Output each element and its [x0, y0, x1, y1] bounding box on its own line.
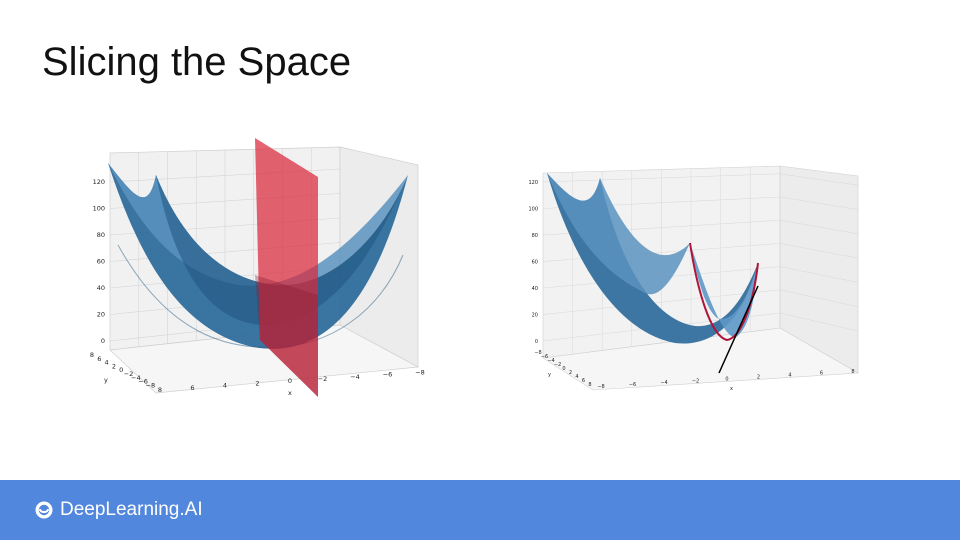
left-x-tick: 2 [255, 379, 259, 387]
right-y-tick: −8 [534, 350, 541, 356]
brand-name: DeepLearning.AI [60, 499, 203, 520]
right-x-tick: −8 [597, 384, 604, 390]
surface-plot-with-slice-curve: 0 20 40 60 80 100 120 −8 −6 −4 −2 0 2 4 6 8 −8 −6 −4 −2 0 2… [525, 158, 865, 398]
left-y-tick: 4 [105, 359, 109, 367]
right-x-tick: 0 [725, 376, 728, 382]
left-y-tick: −6 [138, 378, 148, 386]
left-z-tick: 40 [97, 284, 105, 292]
brand: DeepLearning.AI [34, 480, 203, 540]
left-z-tick: 100 [93, 205, 105, 213]
right-z-tick: 0 [535, 339, 538, 345]
grid-line [779, 173, 859, 186]
left-z-tick: 60 [97, 258, 105, 266]
right-z-tick: 100 [528, 207, 538, 213]
grid-line [779, 266, 859, 283]
left-y-tick: 8 [90, 351, 94, 359]
grid-line [779, 243, 859, 259]
left-y-tick: 6 [97, 355, 101, 363]
left-z-tick: 120 [93, 178, 105, 186]
grid-line [779, 289, 859, 307]
right-z-tick: 60 [532, 260, 538, 266]
right-x-tick: 2 [757, 375, 760, 381]
left-x-tick: −4 [350, 373, 360, 381]
right-z-tick: 120 [528, 180, 538, 186]
right-x-tick: 4 [788, 373, 791, 379]
right-x-tick: −6 [629, 382, 636, 388]
right-y-tick: 0 [562, 366, 565, 372]
right-y-tick: 6 [582, 378, 585, 384]
right-x-tick: 8 [851, 369, 854, 375]
right-y-tick: 4 [575, 374, 578, 380]
left-y-tick: 2 [112, 362, 116, 370]
left-z-tick: 0 [101, 337, 105, 345]
slide-title: Slicing the Space [42, 40, 352, 84]
right-y-tick: 8 [588, 382, 591, 388]
right-x-tick: −2 [692, 378, 699, 384]
right-y-tick: −6 [541, 354, 548, 360]
right-x-tick: 6 [820, 371, 823, 377]
surface-plot-with-plane: 0 20 40 60 80 100 120 8 6 4 2 0 −2 −4 −6 −8 8 6 4 2 0 −2 −4−… [78, 135, 433, 400]
left-x-tick: 8 [158, 386, 162, 394]
left-x-axis-label: x [288, 389, 292, 397]
grid-line [779, 312, 859, 332]
deeplearning-logo-icon [35, 501, 53, 519]
paraboloid-surface-right [547, 173, 758, 344]
right-y-axis-label: y [548, 372, 551, 378]
left-x-tick: −6 [383, 371, 393, 379]
left-y-tick: 0 [119, 366, 123, 374]
left-x-tick: −8 [415, 368, 425, 376]
tangent-line [718, 285, 759, 374]
left-z-tick: 20 [97, 311, 105, 319]
left-x-tick: 6 [190, 384, 194, 392]
right-z-tick: 40 [532, 286, 538, 292]
left-z-tick: 80 [97, 231, 105, 239]
slicing-plane [255, 138, 318, 397]
grid-line [779, 196, 859, 210]
grid-line [779, 219, 859, 235]
footer-bar: DeepLearning.AI [0, 480, 960, 540]
left-y-axis-label: y [104, 376, 108, 384]
left-y-tick: −4 [131, 374, 141, 382]
left-y-tick: −2 [124, 370, 134, 378]
right-y-tick: 2 [569, 370, 572, 376]
right-y-tick: −2 [554, 362, 561, 368]
left-x-tick: 4 [223, 382, 227, 390]
left-y-tick: −8 [146, 381, 156, 389]
right-x-axis-label: x [730, 386, 733, 392]
right-x-tick: −4 [660, 380, 667, 386]
right-y-tick: −4 [547, 358, 554, 364]
left-x-tick: 0 [288, 377, 292, 385]
right-z-tick: 20 [532, 313, 538, 319]
right-z-tick: 80 [532, 233, 538, 239]
left-x-tick: −2 [318, 375, 328, 383]
